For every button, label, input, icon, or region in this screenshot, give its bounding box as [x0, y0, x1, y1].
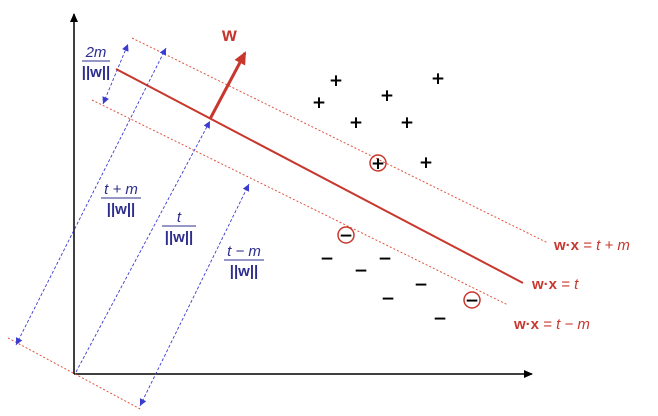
- fraction-t-minus-m-over-norm: t − m ||w||: [224, 243, 264, 280]
- lower-eq-x: x: [531, 316, 540, 333]
- positive-support-vector: +: [369, 154, 387, 174]
- fraction-t-plus-m-denominator: ||w||: [107, 201, 135, 218]
- positive-point: +: [329, 71, 343, 91]
- positive-support-point: +: [371, 154, 385, 174]
- center-eq-x: x: [549, 276, 558, 293]
- w-vector-arrow: [208, 51, 247, 120]
- fraction-2m-denominator: ||w||: [82, 64, 110, 81]
- negative-support-vector-1: −: [337, 226, 355, 246]
- positive-points: + + + + + + + +: [312, 69, 445, 174]
- w-vector-label: w: [221, 25, 237, 46]
- positive-point: +: [349, 113, 363, 133]
- negative-point: −: [320, 249, 334, 269]
- fraction-t-plus-m-numerator: t + m: [104, 181, 138, 198]
- negative-support-vector-2: −: [463, 291, 481, 311]
- positive-point: +: [312, 93, 326, 113]
- negative-support-point: −: [465, 291, 479, 311]
- lower-eq-w: w: [513, 316, 526, 333]
- fraction-t-plus-m-over-norm: t + m ||w||: [101, 181, 141, 218]
- center-eq-dot: ·: [544, 276, 549, 293]
- negative-points: − − − − − − − −: [320, 226, 481, 329]
- fraction-t-minus-m-numerator: t − m: [227, 243, 261, 260]
- negative-point: −: [414, 275, 428, 295]
- lower-eq-dot: ·: [526, 316, 531, 333]
- upper-eq-dot: ·: [566, 237, 571, 254]
- fraction-t-denominator: ||w||: [165, 229, 193, 246]
- fraction-2m-numerator: 2m: [85, 44, 107, 61]
- measure-t-minus-m-arrow: [139, 183, 250, 407]
- upper-margin-equation: w·x = t + m: [553, 237, 630, 254]
- upper-eq-w: w: [553, 237, 566, 254]
- positive-point: +: [431, 69, 445, 89]
- lower-margin-line: [91, 99, 509, 306]
- lower-eq-rest: = t − m: [539, 316, 590, 333]
- negative-support-point: −: [339, 226, 353, 246]
- measure-t-arrow: [75, 120, 211, 373]
- negative-point: −: [354, 261, 368, 281]
- decision-boundary-line: [115, 68, 524, 284]
- fraction-2m-over-norm: 2m ||w||: [82, 44, 110, 81]
- negative-point: −: [433, 309, 447, 329]
- fraction-t-numerator: t: [177, 209, 182, 226]
- center-eq-w: w: [531, 276, 544, 293]
- measure-t-plus-m-arrow: [15, 47, 167, 346]
- positive-point: +: [380, 86, 394, 106]
- upper-margin-line: [131, 37, 549, 244]
- fraction-t-over-norm: t ||w||: [162, 209, 196, 246]
- fraction-t-minus-m-denominator: ||w||: [230, 263, 258, 280]
- lower-margin-equation: w·x = t − m: [513, 316, 590, 333]
- boundary-equation: w·x = t: [531, 276, 579, 293]
- negative-point: −: [378, 249, 392, 269]
- positive-point: +: [400, 113, 414, 133]
- center-eq-rest: = t: [557, 276, 579, 293]
- origin-normal-dotted-line: [7, 337, 143, 411]
- negative-point: −: [381, 289, 395, 309]
- upper-eq-rest: = t + m: [579, 237, 630, 254]
- positive-point: +: [419, 153, 433, 173]
- upper-eq-x: x: [571, 237, 580, 254]
